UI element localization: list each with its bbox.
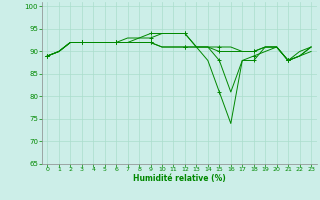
X-axis label: Humidité relative (%): Humidité relative (%) (133, 174, 226, 183)
